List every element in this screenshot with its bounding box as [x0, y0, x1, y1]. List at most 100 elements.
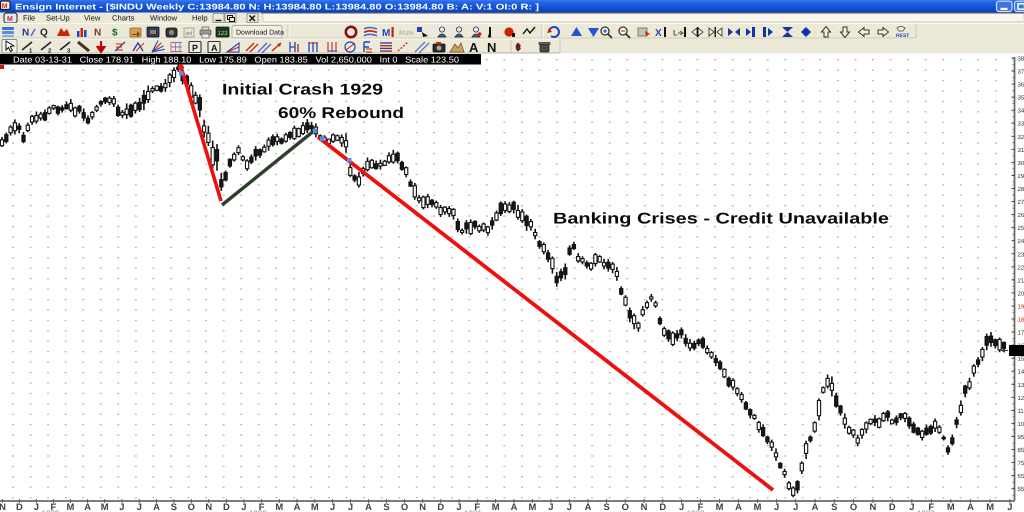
svg-text:M: M	[716, 501, 724, 512]
svg-text:O: O	[850, 501, 857, 512]
svg-text:24: 24	[1018, 238, 1024, 245]
svg-text:S: S	[383, 501, 389, 512]
svg-text:30: 30	[1018, 160, 1024, 167]
svg-text:22: 22	[1018, 264, 1024, 271]
svg-text:M: M	[101, 501, 109, 512]
svg-text:M: M	[275, 501, 283, 512]
svg-text:M: M	[947, 501, 955, 512]
svg-text:M: M	[492, 501, 500, 512]
svg-text:A: A	[153, 501, 160, 512]
svg-text:D: D	[659, 501, 666, 512]
svg-text:A: A	[967, 501, 974, 512]
svg-text:1930: 1930	[249, 509, 267, 512]
svg-text:D: D	[889, 501, 896, 512]
svg-text:M: M	[7, 16, 13, 23]
svg-text:A: A	[84, 501, 91, 512]
svg-text:35: 35	[1018, 95, 1024, 102]
svg-text:1933: 1933	[917, 509, 935, 512]
svg-text:38: 38	[1018, 56, 1024, 63]
svg-text:P: P	[192, 43, 198, 53]
svg-text:J: J	[137, 501, 142, 512]
svg-text:L: L	[673, 29, 678, 38]
svg-text:65: 65	[1018, 473, 1024, 480]
svg-text:View: View	[84, 14, 101, 23]
svg-text:J: J	[774, 501, 779, 512]
svg-text:18: 18	[1018, 317, 1024, 324]
svg-text:1: 1	[29, 48, 33, 55]
svg-text:O: O	[188, 501, 195, 512]
svg-text:N: N	[0, 501, 6, 512]
svg-text:X: X	[655, 28, 662, 39]
svg-text:Help: Help	[192, 14, 208, 23]
svg-text:N: N	[94, 28, 101, 39]
svg-text:S: S	[603, 501, 609, 512]
svg-text:26: 26	[1018, 212, 1024, 219]
svg-text:Set-Up: Set-Up	[46, 14, 70, 23]
svg-text:28: 28	[1018, 186, 1024, 193]
svg-text:27: 27	[1018, 199, 1024, 206]
svg-text:S: S	[831, 501, 837, 512]
svg-text:F: F	[698, 501, 704, 512]
svg-text:S: S	[171, 501, 177, 512]
svg-text:29: 29	[1018, 173, 1024, 180]
svg-text:Banking Crises - Credit Unavai: Banking Crises - Credit Unavailable	[553, 211, 889, 228]
svg-text:M: M	[754, 501, 762, 512]
svg-text:Date 03-13-31 Close 178.91: Date 03-13-31 Close 178.91 High 188.10 L…	[13, 54, 459, 64]
svg-text:33: 33	[1018, 121, 1024, 128]
svg-text:M: M	[528, 501, 536, 512]
svg-text:A: A	[585, 501, 592, 512]
svg-text:25: 25	[1018, 225, 1024, 232]
svg-text:F: F	[928, 501, 934, 512]
svg-text:J: J	[456, 501, 461, 512]
svg-text:M: M	[382, 28, 390, 39]
svg-text:34: 34	[1018, 108, 1024, 115]
svg-text:iml: iml	[186, 31, 192, 37]
svg-text:D: D	[223, 501, 230, 512]
svg-text:F: F	[51, 501, 57, 512]
svg-text:J: J	[909, 501, 914, 512]
svg-text:21: 21	[1018, 277, 1024, 284]
svg-text:3: 3	[67, 48, 71, 55]
svg-text:J: J	[1007, 501, 1012, 512]
svg-text:D: D	[16, 501, 23, 512]
svg-text:J: J	[567, 501, 572, 512]
svg-text:55: 55	[1018, 486, 1024, 493]
svg-text:11: 11	[1018, 408, 1024, 415]
svg-text:M: M	[311, 501, 319, 512]
svg-text:J: J	[34, 501, 39, 512]
svg-text:N: N	[641, 501, 648, 512]
svg-text:A: A	[365, 501, 372, 512]
svg-text:A: A	[211, 43, 218, 53]
svg-text:A: A	[735, 501, 742, 512]
svg-text:RUN: RUN	[399, 30, 413, 37]
svg-text:60% Rebound: 60% Rebound	[278, 105, 404, 122]
svg-text:O: O	[401, 501, 408, 512]
svg-text:Download Data: Download Data	[236, 29, 284, 37]
svg-text:31: 31	[1018, 147, 1024, 154]
svg-text:17: 17	[1018, 330, 1024, 337]
svg-text:J: J	[548, 501, 553, 512]
svg-text:REST: REST	[896, 33, 909, 39]
svg-text:Window: Window	[150, 14, 178, 23]
svg-text:10: 10	[1018, 421, 1024, 428]
svg-text:36: 36	[1018, 82, 1024, 89]
svg-text:75: 75	[1018, 460, 1024, 467]
svg-text:13: 13	[1018, 382, 1024, 389]
svg-text:N: N	[22, 28, 29, 39]
svg-text:M: M	[66, 501, 74, 512]
svg-text:M: M	[2, 3, 8, 10]
svg-text:F: F	[259, 501, 265, 512]
svg-text:A: A	[294, 501, 301, 512]
svg-text:J: J	[119, 501, 124, 512]
svg-text:Charts: Charts	[112, 14, 135, 23]
svg-text:23: 23	[1018, 251, 1024, 258]
svg-text:J: J	[330, 501, 335, 512]
svg-text:O: O	[622, 501, 629, 512]
svg-text:15: 15	[1018, 356, 1024, 363]
svg-text:J: J	[241, 501, 246, 512]
svg-text:$: $	[112, 28, 118, 39]
svg-text:19: 19	[1018, 304, 1024, 311]
svg-text:M: M	[986, 501, 994, 512]
svg-text:Ensign Internet - [$INDU Weekl: Ensign Internet - [$INDU Weekly C:13984.…	[15, 2, 539, 12]
svg-text:1929: 1929	[42, 509, 60, 512]
